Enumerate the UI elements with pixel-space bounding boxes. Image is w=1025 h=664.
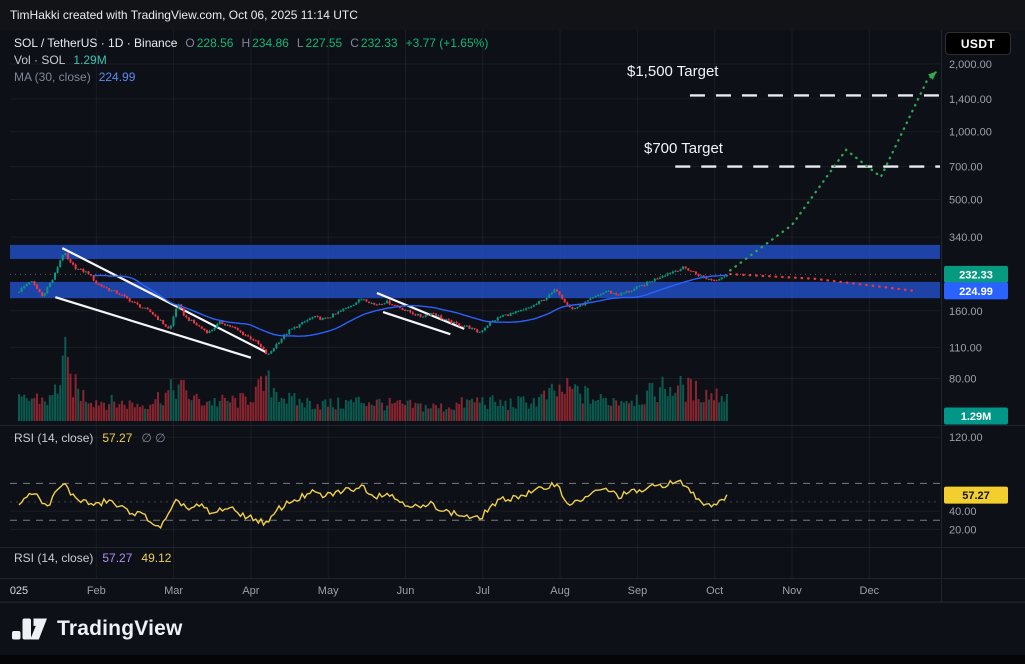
ma-layer [93,274,727,337]
svg-text:57.27: 57.27 [962,490,990,502]
ohlc-low: L 227.55 [297,35,342,52]
axis-badge: 224.99 [944,282,1008,300]
svg-text:224.99: 224.99 [959,286,993,298]
svg-text:Oct: Oct [706,585,723,597]
rsi-legend: RSI (14, close) 57.27 ∅ ∅ [14,431,166,445]
rsi2-value-2: 49.12 [141,551,172,565]
price-axis[interactable]: 2,000.00 1,400.00 1,000.00 700.00 500.00 340.… [944,59,1008,537]
svg-text:500.00: 500.00 [949,194,983,206]
tradingview-logo[interactable]: TradingView [12,616,183,642]
ma-label[interactable]: MA (30, close) [14,70,91,84]
svg-text:May: May [318,585,339,597]
bearish-projection-line[interactable] [729,272,913,292]
svg-text:Sep: Sep [628,585,648,597]
volume-layer [18,336,728,421]
bottom-strip [0,655,1025,664]
grid-layer [10,30,940,579]
svg-text:2,000.00: 2,000.00 [949,59,992,71]
svg-text:40.00: 40.00 [949,506,977,518]
candles-layer [18,252,728,356]
svg-text:Jun: Jun [397,585,415,597]
attribution-bar: TimHakki created with TradingView.com, O… [0,0,1025,30]
open-label: O [185,36,195,50]
rsi-value: 57.27 [102,431,133,445]
svg-text:160.00: 160.00 [949,306,983,318]
svg-text:20.00: 20.00 [949,525,977,537]
trendline[interactable] [55,296,252,359]
svg-text:Nov: Nov [782,585,802,597]
low-value: 227.55 [305,36,343,50]
axis-badge: 57.27 [944,486,1008,504]
time-axis[interactable]: 025 Feb Mar Apr May Jun Jul Aug Sep Oct Nov Dec [10,585,880,597]
close-label: C [350,36,359,50]
svg-text:Mar: Mar [164,585,183,597]
trendline[interactable] [376,291,465,330]
symbol-title[interactable]: SOL / TetherUS · 1D · Binance [14,36,178,50]
volume-value: 1.29M [73,53,107,67]
axis-badge: 232.33 [944,265,1008,283]
svg-text:1.29M: 1.29M [961,411,992,423]
svg-text:120.00: 120.00 [949,432,983,444]
ohlc-close: C 232.33 [350,35,397,52]
high-label: H [241,36,251,50]
footer-bar: TradingView [0,602,1025,655]
svg-text:Feb: Feb [87,585,106,597]
rsi2-label-text[interactable]: RSI (14, close) [14,551,94,565]
ma-line [93,274,727,337]
volume-label[interactable]: Vol · SOL [14,53,66,67]
low-label: L [296,36,304,50]
rsi-na-values: ∅ ∅ [141,431,166,445]
ohlc-high: H 234.86 [241,35,288,52]
tradingview-wordmark: TradingView [57,617,183,640]
target-label-700[interactable]: $700 Target [644,140,723,157]
svg-text:Dec: Dec [860,585,880,597]
legend-volume-row: Vol · SOL 1.29M [14,52,488,69]
svg-text:Aug: Aug [550,585,570,597]
projections [729,70,938,292]
svg-text:700.00: 700.00 [949,162,983,174]
open-value: 228.56 [196,36,234,50]
svg-text:1,000.00: 1,000.00 [949,127,992,139]
sr-band[interactable] [10,281,940,299]
svg-text:1,400.00: 1,400.00 [949,94,992,106]
bullish-projection-line[interactable] [729,70,938,272]
svg-text:025: 025 [10,585,28,597]
trendlines [55,247,465,359]
rsi2-legend: RSI (14, close) 57.27 49.12 [14,551,171,565]
projection-arrowhead [927,71,937,80]
support-resistance-bands [10,244,940,299]
svg-text:232.33: 232.33 [959,269,993,281]
close-value: 232.33 [360,36,398,50]
legend-ma-row: MA (30, close) 224.99 [14,69,488,86]
tradingview-logo-mark [12,618,47,640]
rsi-line [18,479,728,529]
currency-toggle-button[interactable]: USDT [945,32,1011,55]
rsi-layer [10,479,940,529]
pane-separators [0,30,1025,603]
svg-text:80.00: 80.00 [949,374,977,386]
change-value: +3.77 (+1.65%) [405,36,489,50]
rsi-label-text[interactable]: RSI (14, close) [14,431,94,445]
svg-text:Jul: Jul [476,585,490,597]
attribution-text: TimHakki created with TradingView.com, O… [10,8,358,22]
ma-value: 224.99 [98,70,136,84]
svg-text:110.00: 110.00 [949,342,982,354]
svg-text:Apr: Apr [242,585,259,597]
sr-band[interactable] [10,244,940,259]
target-lines [675,94,940,168]
trendline[interactable] [61,247,267,353]
svg-text:340.00: 340.00 [949,232,983,244]
rsi2-value-1: 57.27 [102,551,133,565]
high-value: 234.86 [252,36,289,50]
target-label-1500[interactable]: $1,500 Target [627,63,719,80]
axis-badge: 1.29M [944,407,1008,425]
trendline[interactable] [382,310,451,336]
ohlc-open: O 228.56 [185,35,233,52]
